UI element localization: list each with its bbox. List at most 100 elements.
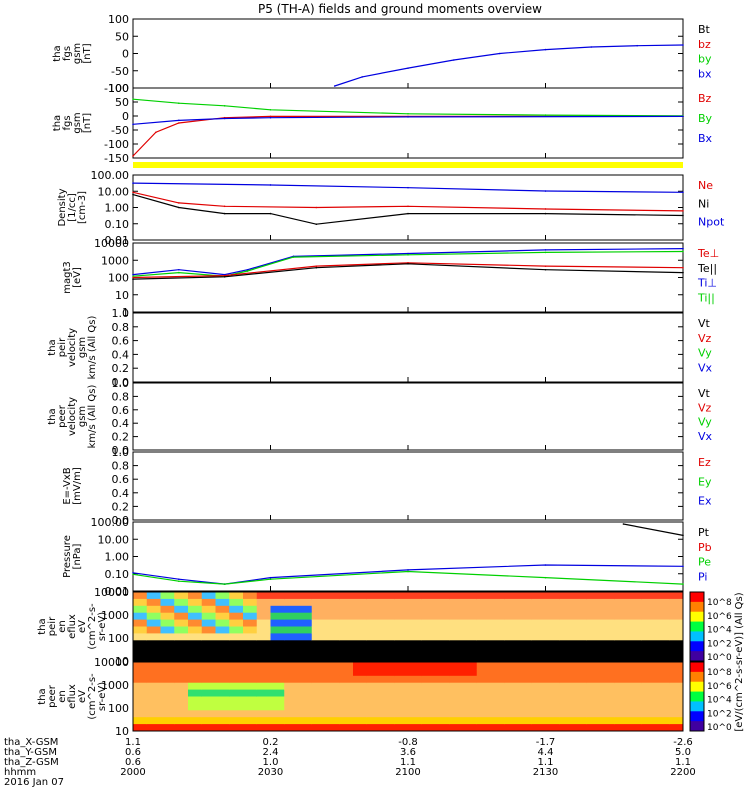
spectrogram-cell xyxy=(614,682,629,691)
spectrogram-cell xyxy=(311,598,326,607)
y-tick-label: 0.0 xyxy=(112,444,130,457)
spectrogram-cell xyxy=(188,689,203,697)
data-point xyxy=(132,278,134,280)
spectrogram-cell xyxy=(531,710,546,718)
spectrogram-cell xyxy=(655,717,670,725)
spectrogram-cell xyxy=(421,689,436,697)
spectrogram-cell xyxy=(201,710,216,718)
y-tick-label: 0.8 xyxy=(112,321,130,334)
y-tick-label: 0.2 xyxy=(112,362,130,375)
spectrogram-cell xyxy=(188,619,203,627)
spectrogram-cell xyxy=(531,612,546,621)
spectrogram-cell xyxy=(229,668,244,677)
spectrogram-cell xyxy=(628,605,643,614)
spectrogram-cell xyxy=(229,662,244,670)
x-row-label: 2016 Jan 07 xyxy=(4,777,64,788)
spectrogram-cell xyxy=(504,605,519,614)
spectrogram-cell xyxy=(201,675,216,684)
spectrogram-cell xyxy=(201,682,216,691)
spectrogram-cell xyxy=(146,682,161,691)
spectrogram-cell xyxy=(408,640,423,648)
spectrogram-cell xyxy=(298,689,313,697)
data-point xyxy=(315,223,318,226)
spectrogram-cell xyxy=(380,619,395,627)
spectrogram-cell xyxy=(174,675,189,684)
spectrogram-cell xyxy=(600,633,615,641)
spectrogram-cell xyxy=(545,654,560,662)
spectrogram-cell xyxy=(353,612,368,621)
spectrogram-cell xyxy=(476,612,491,621)
legend-Vz: Vz xyxy=(698,332,712,345)
spectrogram-cell xyxy=(311,689,326,697)
y-tick-label: 1.0 xyxy=(112,307,130,320)
spectrogram-cell xyxy=(160,675,175,684)
spectrogram-cell xyxy=(256,703,271,711)
y-axis-label: eV xyxy=(77,690,88,703)
spectrogram-cell xyxy=(201,619,216,627)
spectrogram-cell xyxy=(435,640,450,648)
legend-Pi: Pi xyxy=(698,570,707,583)
chart-title: P5 (TH-A) fields and ground moments over… xyxy=(258,2,542,16)
y-tick-label: 1.00 xyxy=(105,551,130,564)
y-axis-label: (cm^2-s- xyxy=(87,603,98,650)
spectrogram-cell xyxy=(449,633,464,641)
spectrogram-cell xyxy=(655,592,670,600)
spectrogram-cell xyxy=(188,592,203,600)
spectrogram-cell xyxy=(600,668,615,677)
colorbar-segment xyxy=(690,662,704,673)
spectrogram-cell xyxy=(476,626,491,634)
spectrogram-cell xyxy=(284,717,299,725)
spectrogram-cell xyxy=(298,612,313,621)
y-axis-label: gsm xyxy=(77,406,88,427)
y-tick-label: 10 xyxy=(115,655,129,668)
colorbar-tick-label: 10^6 xyxy=(707,682,732,692)
spectrogram-cell xyxy=(490,626,505,634)
spectrogram-cell xyxy=(628,598,643,607)
legend-Bz: Bz xyxy=(698,92,712,105)
spectrogram-cell xyxy=(188,598,203,607)
spectrogram-cell xyxy=(449,647,464,655)
data-point xyxy=(407,205,409,208)
spectrogram-cell xyxy=(600,710,615,718)
spectrogram-cell xyxy=(559,724,574,732)
colorbar-tick-label: 10^0 xyxy=(707,653,732,663)
spectrogram-cell xyxy=(243,724,258,732)
spectrogram-cell xyxy=(435,605,450,614)
spectrogram-cell xyxy=(490,662,505,670)
spectrogram-cell xyxy=(229,640,244,648)
spectrogram-cell xyxy=(339,612,354,621)
spectrogram-cell xyxy=(366,675,381,684)
spectrogram-cell xyxy=(559,662,574,670)
spectrogram-cell xyxy=(463,592,478,600)
spectrogram-cell xyxy=(435,675,450,684)
spectrogram-cell xyxy=(463,640,478,648)
spectrogram-cell xyxy=(586,717,601,725)
spectrogram-cell xyxy=(490,717,505,725)
spectrogram-cell xyxy=(298,619,313,627)
y-axis-label: tha xyxy=(37,618,48,634)
y-axis-label: E=-VxB xyxy=(62,467,73,504)
y-tick-label: 1.0 xyxy=(112,446,130,459)
spectrogram-cell xyxy=(256,710,271,718)
spectrogram-cell xyxy=(188,654,203,662)
spectrogram-cell xyxy=(325,612,340,621)
spectrogram-cell xyxy=(476,675,491,684)
data-point xyxy=(682,534,684,537)
spectrogram-cell xyxy=(133,696,148,704)
spectrogram-cell xyxy=(353,647,368,655)
spectrogram-cell xyxy=(669,612,684,621)
data-point xyxy=(178,102,180,104)
legend-Ne: Ne xyxy=(698,179,713,192)
spectrogram-cell xyxy=(394,696,409,704)
y-axis-label: (cm^2-s- xyxy=(87,673,98,720)
spectrogram-cell xyxy=(366,654,381,662)
spectrogram-cell xyxy=(614,662,629,670)
y-tick-label: 0.4 xyxy=(112,417,130,430)
spectrogram-cell xyxy=(476,696,491,704)
spectrogram-cell xyxy=(366,710,381,718)
spectrogram-cell xyxy=(133,703,148,711)
spectrogram-cell xyxy=(641,717,656,725)
spectrogram-cell xyxy=(229,724,244,732)
spectrogram-cell xyxy=(298,710,313,718)
colorbar-tick-label: 10^4 xyxy=(707,626,732,636)
